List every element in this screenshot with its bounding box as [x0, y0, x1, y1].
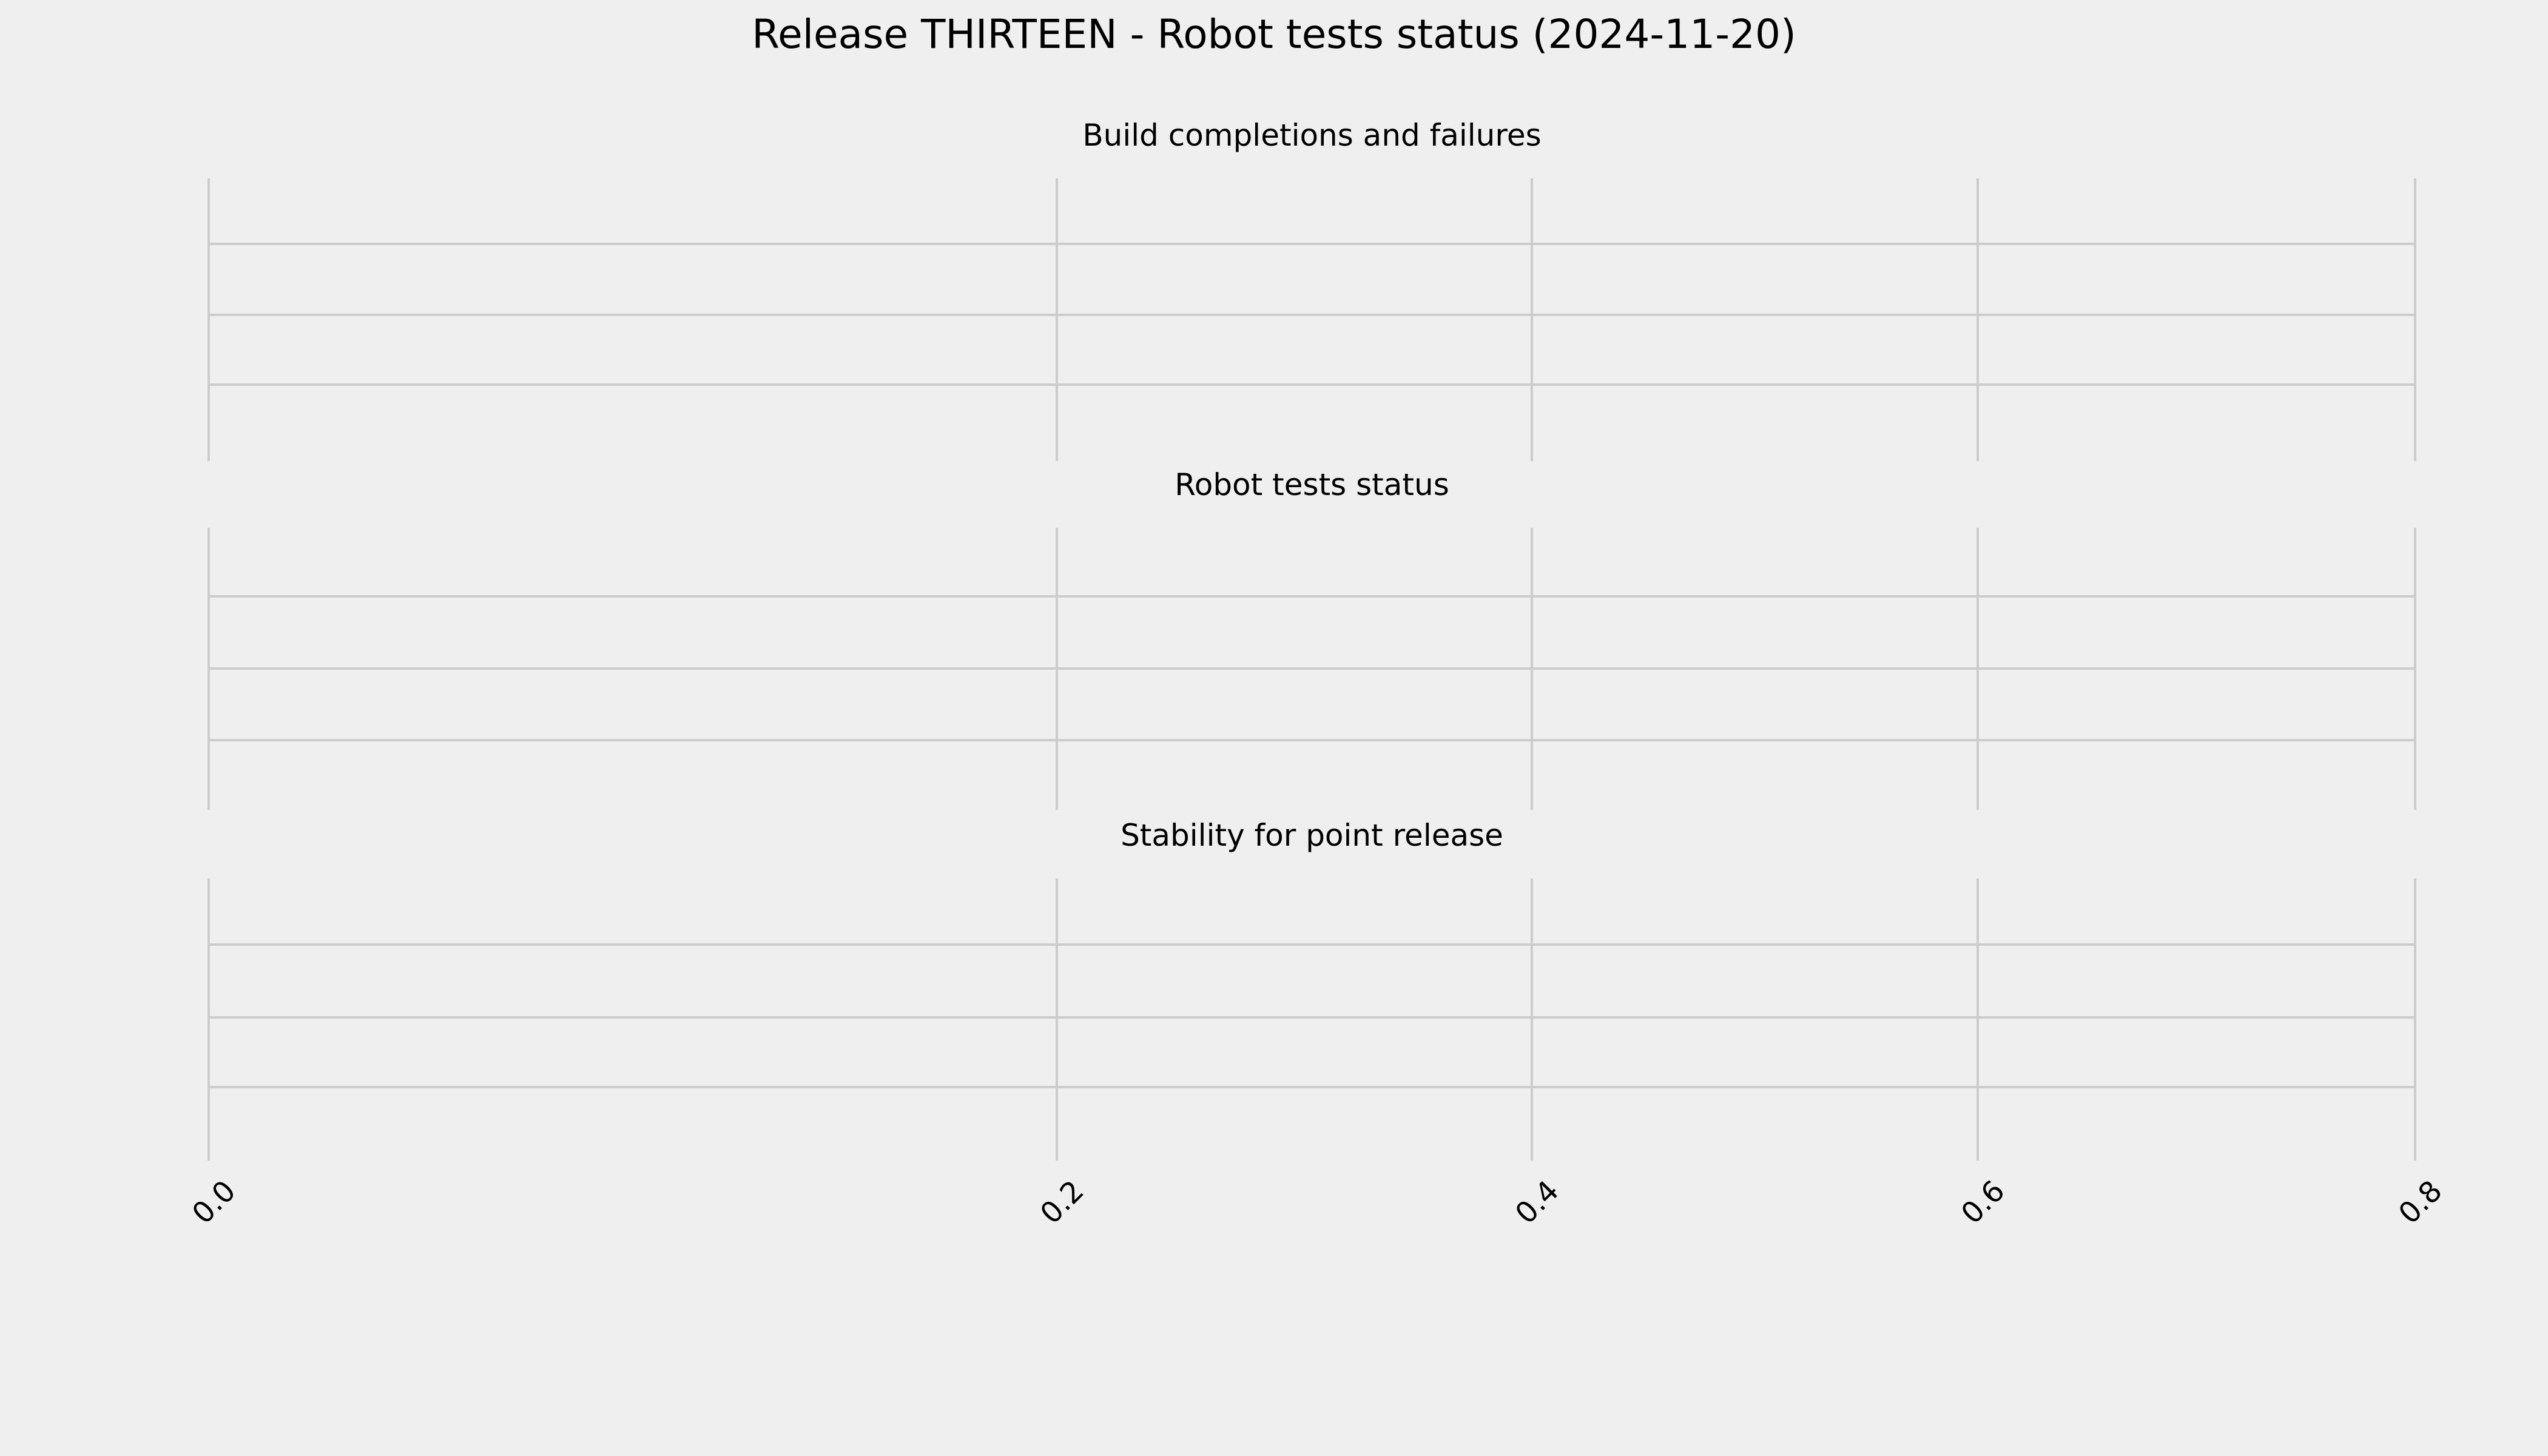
- gridline-vertical-x-0.0: [207, 878, 210, 1161]
- figure-suptitle: Release THIRTEEN - Robot tests status (2…: [752, 11, 1796, 58]
- gridline-horizontal-2-c: [207, 739, 2416, 741]
- gridline-horizontal-1-c: [207, 383, 2416, 386]
- gridline-horizontal-2-a: [207, 595, 2416, 598]
- x-ticklabel-1: 0.2: [1034, 1174, 1091, 1231]
- subplot-title-1: Build completions and failures: [1082, 118, 1542, 153]
- gridline-vertical-x-0.6: [1977, 878, 1979, 1161]
- axes-1: [207, 178, 2416, 461]
- gridline-horizontal-3-c: [207, 1086, 2416, 1088]
- gridline-vertical-x-0.2: [1056, 878, 1058, 1161]
- axes-3: [207, 878, 2416, 1161]
- x-axis-ticklabels: 0.0 0.2 0.4 0.6 0.8 1.0: [186, 1174, 2449, 1295]
- gridline-horizontal-2-b: [207, 667, 2416, 670]
- axes-2: [207, 528, 2416, 810]
- gridline-vertical-x-0.0: [207, 178, 210, 461]
- gridline-vertical-x-0.8: [2414, 178, 2416, 461]
- gridline-vertical-x-0.6: [1977, 178, 1979, 461]
- x-ticklabel-2: 0.4: [1509, 1174, 1566, 1231]
- gridline-horizontal-1-b: [207, 314, 2416, 316]
- subplot-title-2: Robot tests status: [1175, 467, 1449, 502]
- gridline-vertical-x-0.2: [1056, 178, 1058, 461]
- gridline-vertical-x-0.4: [1531, 178, 1533, 461]
- x-ticklabel-3: 0.6: [1955, 1174, 2012, 1231]
- x-ticklabel-4: 0.8: [2392, 1174, 2449, 1231]
- gridline-vertical-x-0.8: [2414, 878, 2416, 1161]
- x-ticklabel-0: 0.0: [186, 1174, 243, 1231]
- subplot-title-3: Stability for point release: [1121, 818, 1503, 853]
- gridline-vertical-x-0.4: [1531, 878, 1533, 1161]
- gridline-horizontal-3-a: [207, 943, 2416, 946]
- gridline-horizontal-3-b: [207, 1016, 2416, 1019]
- gridline-horizontal-1-a: [207, 243, 2416, 245]
